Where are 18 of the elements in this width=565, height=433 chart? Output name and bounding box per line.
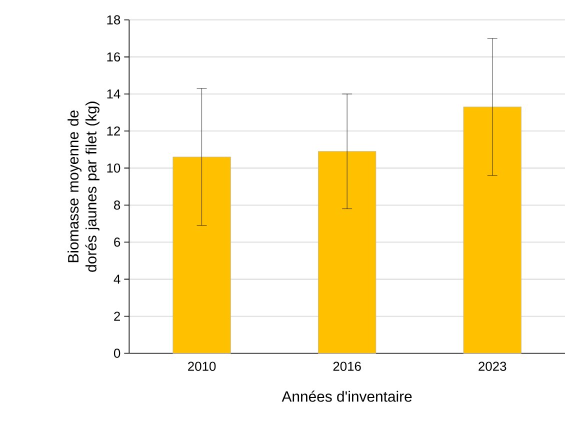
x-axis-title: Années d'inventaire	[282, 390, 412, 402]
y-tick-label: 4	[114, 274, 120, 284]
y-axis-title: Biomasse moyenne de dorés jaunes par filet (kg)	[68, 102, 100, 272]
y-tick-label: 2	[114, 312, 120, 321]
y-tick-label: 14	[107, 90, 120, 98]
y-tick-label: 10	[107, 164, 120, 173]
y-tick-label: 6	[114, 238, 120, 247]
bar	[463, 106, 522, 354]
bar	[318, 151, 376, 354]
y-tick-label: 12	[107, 126, 120, 136]
bar	[172, 156, 231, 354]
x-tick-label: 2010	[188, 362, 216, 371]
y-tick-label: 18	[107, 15, 120, 25]
x-tick-label: 2016	[333, 362, 361, 371]
y-tick-label: 0	[114, 348, 120, 358]
y-tick-label: 8	[114, 200, 120, 210]
y-tick-label: 16	[107, 52, 120, 62]
x-tick-label: 2023	[478, 362, 506, 371]
